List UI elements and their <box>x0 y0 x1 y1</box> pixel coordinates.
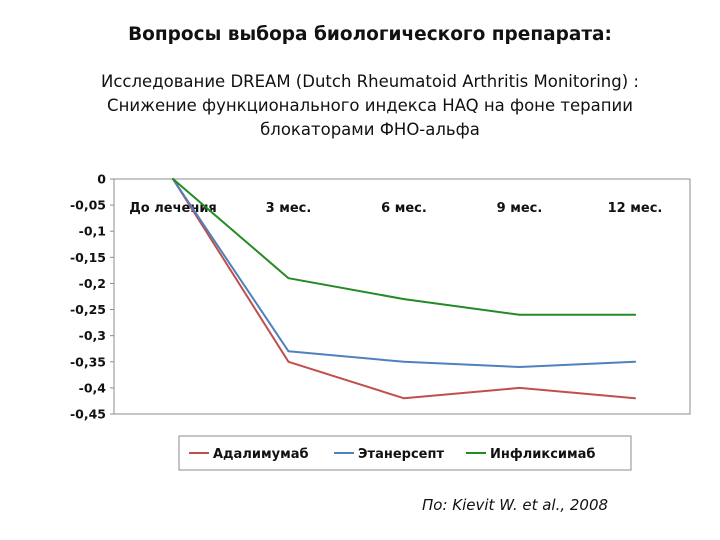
y-tick-label: -0,45 <box>70 407 106 422</box>
y-tick-label: -0,4 <box>79 380 107 395</box>
x-category-label: 6 мес. <box>381 201 427 216</box>
y-tick-label: -0,1 <box>79 224 106 239</box>
subtitle-line-2: Снижение функционального индекса HAQ на … <box>107 96 633 115</box>
slide-title: Вопросы выбора биологического препарата: <box>128 24 612 45</box>
series-2-point <box>287 350 290 353</box>
y-tick-label: -0,15 <box>70 250 106 265</box>
series-3-point <box>172 178 174 180</box>
plot-area <box>113 178 691 415</box>
series-3-point <box>518 313 521 316</box>
slide-subtitle: Исследование DREAM (Dutch Rheumatoid Art… <box>0 70 720 142</box>
series-line-3 <box>172 178 636 316</box>
subtitle-line-3: блокаторами ФНО-альфа <box>260 120 480 139</box>
y-tick-label: -0,25 <box>70 302 106 317</box>
series-1-point <box>634 397 636 400</box>
citation: По: Kievit W. et al., 2008 <box>422 496 609 514</box>
series-1-point <box>287 360 290 363</box>
y-tick-label: -0,35 <box>70 354 106 369</box>
subtitle-line-1: Исследование DREAM (Dutch Rheumatoid Art… <box>101 72 639 91</box>
series-2-point <box>518 366 521 368</box>
x-category-label: До лечения <box>129 201 217 216</box>
series-3-point <box>634 313 636 316</box>
y-tick-label: -0,05 <box>70 198 106 213</box>
legend-box <box>178 435 632 471</box>
series-3-point <box>403 298 405 300</box>
y-tick-label: 0 <box>97 172 106 187</box>
y-tick-label: -0,2 <box>79 276 106 291</box>
legend-label-2: Этанерсепт <box>358 447 444 462</box>
series-1-point <box>518 387 521 389</box>
legend-label-3: Инфликсимаб <box>490 447 596 462</box>
series-2-point <box>634 360 636 363</box>
x-category-label: 12 мес. <box>608 201 663 216</box>
y-tick-label: -0,3 <box>79 328 106 343</box>
legend-label-1: Адалимумаб <box>213 447 309 462</box>
series-1-point <box>403 397 405 400</box>
series-2-point <box>403 360 405 363</box>
x-category-label: 9 мес. <box>497 201 543 216</box>
x-category-label: 3 мес. <box>266 201 312 216</box>
series-3-point <box>287 277 290 280</box>
